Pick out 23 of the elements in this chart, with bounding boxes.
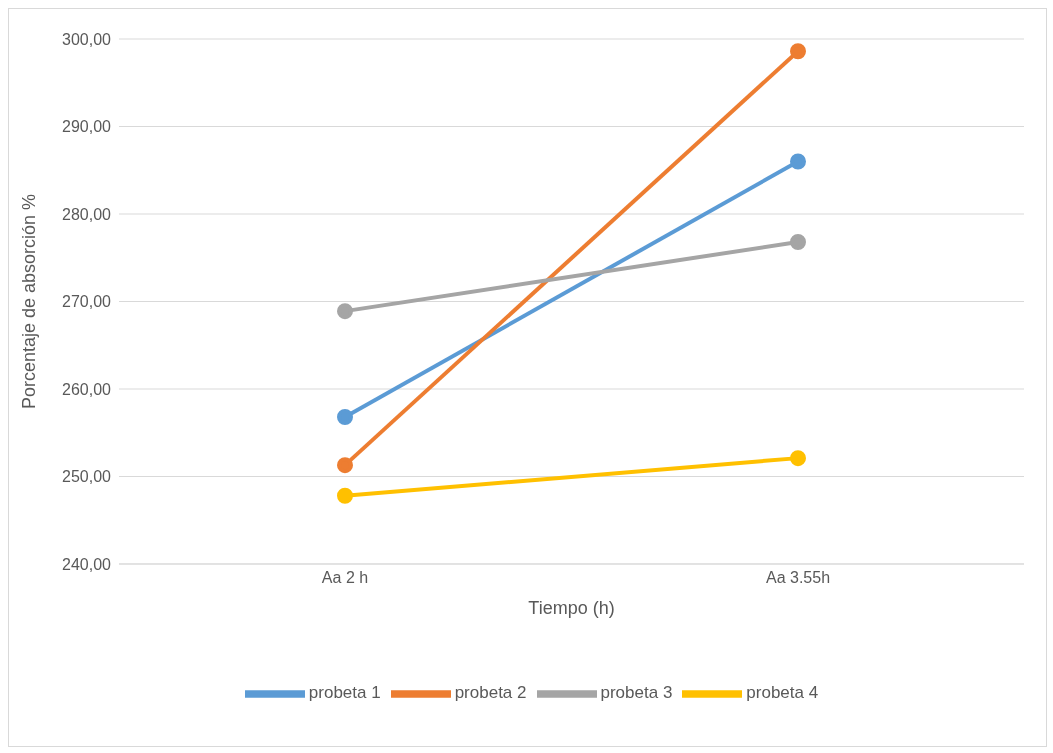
y-axis-title: Porcentaje de absorción % — [19, 193, 40, 410]
legend-label: probeta 3 — [600, 683, 673, 703]
y-tick-label: 290,00 — [62, 118, 112, 136]
point — [790, 153, 806, 170]
y-tick-label: 260,00 — [62, 380, 112, 398]
y-tick-label: 240,00 — [62, 555, 112, 573]
point — [790, 234, 806, 250]
legend-label: probeta 2 — [454, 683, 527, 703]
y-tick-label: 280,00 — [62, 205, 112, 223]
point — [337, 457, 353, 474]
point — [337, 303, 353, 320]
y-tick-label: 300,00 — [62, 30, 112, 48]
y-tick-label: 250,00 — [62, 468, 112, 486]
x-axis-title: Tiempo (h) — [528, 598, 615, 618]
point — [337, 487, 353, 504]
x-tick-label: Aa 2 h — [321, 569, 369, 587]
point — [790, 43, 806, 60]
point — [790, 450, 806, 467]
y-tick-label: 270,00 — [62, 293, 112, 311]
legend-label: probeta 4 — [746, 683, 819, 703]
legend-label: probeta 1 — [308, 683, 381, 703]
x-tick-label: Aa 3.55h — [765, 569, 831, 587]
point — [337, 409, 353, 425]
